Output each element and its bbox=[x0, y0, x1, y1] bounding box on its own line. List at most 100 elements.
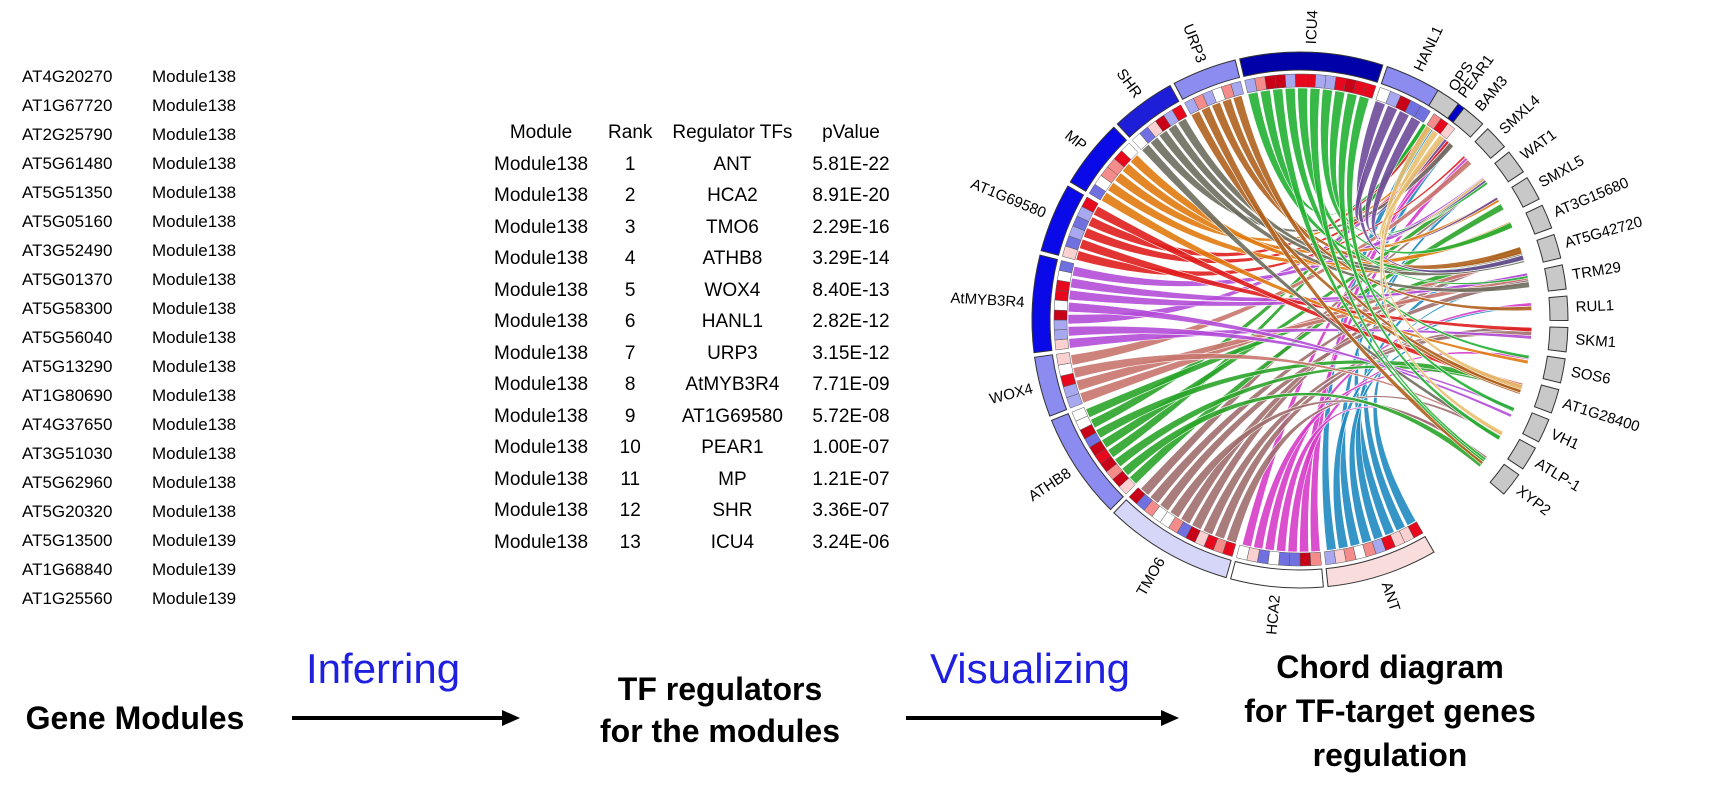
chord-link-tmo6 bbox=[1169, 399, 1488, 519]
tf-sector-shr bbox=[1116, 84, 1180, 138]
cell-regulator: ANT bbox=[713, 153, 752, 175]
gene-module: Module138 bbox=[152, 473, 237, 492]
tf-sector-tmo6 bbox=[1113, 499, 1232, 579]
tf-sector-atmyb3r4 bbox=[1031, 254, 1059, 354]
heat-cell bbox=[1267, 550, 1280, 566]
gene-module: Module138 bbox=[152, 502, 237, 521]
target-sector bbox=[1489, 463, 1520, 495]
tf-sector-icu4 bbox=[1239, 51, 1384, 83]
tf-sector-athb8 bbox=[1050, 413, 1124, 511]
cell-rank: 2 bbox=[624, 185, 636, 207]
heat-cell bbox=[1121, 142, 1139, 160]
list-item: AT3G52490 Module138 bbox=[22, 236, 236, 265]
cell-module: Module138 bbox=[494, 216, 589, 238]
gene-module: Module138 bbox=[152, 386, 237, 405]
heat-cell bbox=[1324, 550, 1337, 565]
cell-rank: 3 bbox=[624, 216, 636, 238]
gene-module: Module139 bbox=[152, 560, 237, 579]
cell-rank: 1 bbox=[624, 153, 636, 175]
table-row: Module138 5 WOX4 8.40E-13 bbox=[484, 275, 900, 307]
table-row: Module138 12 SHR 3.36E-07 bbox=[484, 496, 900, 528]
cell-pvalue: 3.24E-06 bbox=[812, 531, 890, 553]
chord-link-atmyb3r4 bbox=[1069, 272, 1529, 302]
table-row: Module138 13 ICU4 3.24E-06 bbox=[484, 527, 900, 559]
target-sector bbox=[1507, 438, 1537, 470]
cell-regulator: AtMYB3R4 bbox=[685, 374, 780, 396]
chord-link-wox4 bbox=[1070, 159, 1473, 366]
target-sector bbox=[1536, 233, 1562, 263]
target-sector bbox=[1542, 355, 1566, 384]
step-tf-regulators: TF regulators for the modules bbox=[570, 668, 870, 752]
list-item: AT5G13500 Module139 bbox=[22, 526, 236, 555]
tf-label: HCA2 bbox=[1263, 594, 1283, 635]
cell-module: Module138 bbox=[494, 468, 589, 490]
cell-rank: 8 bbox=[624, 374, 636, 396]
list-item: AT5G56040 Module138 bbox=[22, 323, 236, 352]
list-item: AT5G05160 Module138 bbox=[22, 207, 236, 236]
cell-regulator: HCA2 bbox=[707, 185, 758, 207]
heat-cell bbox=[1314, 74, 1327, 89]
gene-id: AT3G52490 bbox=[22, 241, 113, 260]
gene-module: Module138 bbox=[152, 415, 237, 434]
target-sector bbox=[1533, 384, 1560, 414]
cell-regulator: URP3 bbox=[707, 342, 758, 364]
gene-id: AT3G51030 bbox=[22, 444, 113, 463]
heat-cell bbox=[1299, 552, 1311, 567]
tf-label: AtMYB3R4 bbox=[950, 290, 1025, 311]
table-row: Module138 1 ANT 5.81E-22 bbox=[484, 149, 900, 181]
step-chord-diagram: Chord diagram for TF-target genes regula… bbox=[1225, 645, 1555, 777]
list-item: AT1G68840 Module139 bbox=[22, 555, 236, 584]
cell-regulator: TMO6 bbox=[706, 216, 759, 238]
chord-link-atmyb3r4 bbox=[1067, 301, 1513, 418]
step-chord-line2: for TF-target genes bbox=[1244, 693, 1536, 729]
tf-label: MP bbox=[1061, 127, 1089, 154]
gene-id: AT1G80690 bbox=[22, 386, 113, 405]
table-row: Module138 8 AtMYB3R4 7.71E-09 bbox=[484, 370, 900, 402]
heat-cell bbox=[1414, 105, 1431, 123]
cell-regulator: SHR bbox=[712, 500, 753, 522]
gene-id: AT5G58300 bbox=[22, 299, 113, 318]
tf-label: WOX4 bbox=[988, 380, 1035, 408]
target-label: SOS6 bbox=[1569, 364, 1612, 388]
list-item: AT5G51350 Module138 bbox=[22, 178, 236, 207]
heat-cell bbox=[1056, 352, 1072, 366]
arrow-right-icon bbox=[292, 710, 520, 726]
regulator-table: Module Rank Regulator TFs pValue Module1… bbox=[484, 117, 900, 559]
list-item: AT1G67720 Module138 bbox=[22, 91, 236, 120]
chord-link-at1g69580 bbox=[1078, 238, 1533, 333]
step-chord-line1: Chord diagram bbox=[1276, 649, 1504, 685]
table-row: Module138 11 MP 1.21E-07 bbox=[484, 464, 900, 496]
step-gene-modules: Gene Modules bbox=[25, 700, 245, 736]
table-row: Module138 6 HANL1 2.82E-12 bbox=[484, 307, 900, 339]
target-label: SMXL5 bbox=[1536, 152, 1587, 191]
gene-id: AT4G37650 bbox=[22, 415, 113, 434]
heat-cell bbox=[1305, 73, 1317, 88]
tf-label: TMO6 bbox=[1133, 555, 1169, 600]
tf-sector-urp3 bbox=[1173, 59, 1241, 100]
heat-cell bbox=[1278, 551, 1291, 567]
cell-rank: 12 bbox=[619, 500, 641, 522]
target-label: SKM1 bbox=[1575, 331, 1617, 351]
heat-cell bbox=[1053, 329, 1069, 341]
target-sector bbox=[1428, 89, 1460, 120]
arrow-label-inferring: Inferring bbox=[306, 645, 461, 692]
cell-module: Module138 bbox=[494, 374, 589, 396]
heat-cell bbox=[1128, 487, 1146, 505]
gene-id: AT2G25790 bbox=[22, 125, 113, 144]
gene-module: Module138 bbox=[152, 299, 237, 318]
list-item: AT5G20320 Module138 bbox=[22, 497, 236, 526]
cell-pvalue: 2.29E-16 bbox=[812, 216, 890, 238]
cell-module: Module138 bbox=[494, 342, 589, 364]
cell-pvalue: 5.81E-22 bbox=[812, 153, 890, 175]
gene-id: AT5G13290 bbox=[22, 357, 113, 376]
cell-module: Module138 bbox=[494, 405, 589, 427]
target-sector bbox=[1511, 177, 1540, 208]
target-label: AT5G42720 bbox=[1563, 213, 1644, 251]
cell-module: Module138 bbox=[494, 500, 589, 522]
target-sector bbox=[1474, 128, 1506, 160]
tf-sector-wox4 bbox=[1034, 354, 1068, 417]
gene-id: AT5G05160 bbox=[22, 212, 113, 231]
table-row: Module138 2 HCA2 8.91E-20 bbox=[484, 181, 900, 213]
list-item: AT4G20270 Module138 bbox=[22, 62, 236, 91]
gene-id: AT5G61480 bbox=[22, 154, 113, 173]
